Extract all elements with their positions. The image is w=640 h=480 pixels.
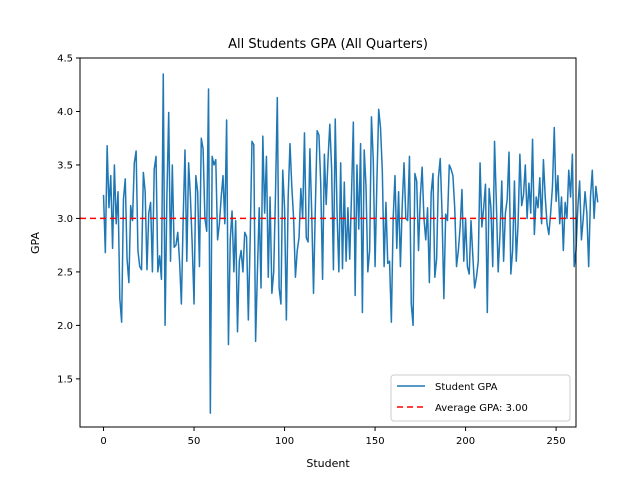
y-tick-label: 2.0 xyxy=(57,321,73,332)
y-tick-label: 1.5 xyxy=(57,374,73,385)
y-axis-ticks: 1.5 2.0 2.5 3.0 3.5 4.0 4.5 xyxy=(57,54,80,385)
y-axis-label: GPA xyxy=(29,232,42,254)
legend-label-average-gpa: Average GPA: 3.00 xyxy=(435,403,528,414)
legend: Student GPA Average GPA: 3.00 xyxy=(390,374,571,422)
x-tick-label: 100 xyxy=(275,436,294,447)
plot-area xyxy=(80,73,599,414)
plot-frame xyxy=(79,57,577,428)
x-tick-label: 0 xyxy=(100,436,106,447)
y-tick-label: 4.0 xyxy=(57,107,73,118)
student-gpa-line xyxy=(102,73,599,414)
y-tick-label: 4.5 xyxy=(57,54,73,65)
x-tick-label: 50 xyxy=(188,436,201,447)
y-tick-label: 2.5 xyxy=(57,267,73,278)
legend-label-student-gpa: Student GPA xyxy=(435,382,498,393)
x-tick-label: 200 xyxy=(456,436,475,447)
chart-title: All Students GPA (All Quarters) xyxy=(228,37,428,52)
x-axis-ticks: 0 50 100 150 200 250 xyxy=(100,427,566,447)
x-tick-label: 150 xyxy=(366,436,385,447)
x-axis-label: Student xyxy=(306,457,350,470)
y-tick-label: 3.5 xyxy=(57,160,73,171)
legend-box xyxy=(390,374,571,422)
y-tick-label: 3.0 xyxy=(57,214,73,225)
x-tick-label: 250 xyxy=(547,436,566,447)
